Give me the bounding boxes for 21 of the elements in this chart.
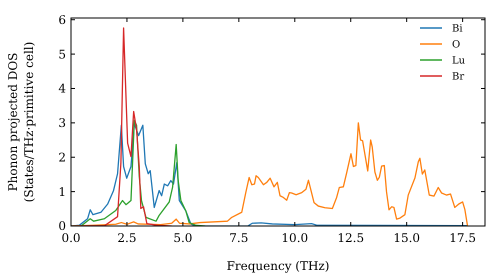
legend-label: Lu xyxy=(452,56,466,66)
x-tick-label: 5.0 xyxy=(173,231,192,245)
legend-label: O xyxy=(452,40,460,50)
y-tick-label: 6 xyxy=(58,12,66,27)
y-tick-label: 4 xyxy=(58,82,66,96)
x-tick-label: 7.5 xyxy=(229,231,248,245)
x-tick-label: 17.5 xyxy=(449,231,476,245)
y-tick-label: 0 xyxy=(58,219,66,234)
x-tick-label: 15.0 xyxy=(393,231,420,245)
x-tick-label: 12.5 xyxy=(337,231,364,245)
x-tick-label: 2.5 xyxy=(117,231,136,245)
y-tick-label: 2 xyxy=(58,150,66,164)
x-tick-label: 10.0 xyxy=(281,231,308,245)
x-tick-label: 0.0 xyxy=(61,231,81,245)
x-axis-title: Frequency (THz) xyxy=(226,259,330,273)
y-tick-label: 1 xyxy=(58,184,66,199)
y-tick-label: 3 xyxy=(58,116,66,130)
legend-label: Bi xyxy=(452,24,463,34)
legend-label: Br xyxy=(452,72,464,82)
y-axis-title: Phonon projected DOS (States/THz·primitive cell) xyxy=(6,42,36,202)
y-tick-label: 5 xyxy=(58,47,66,62)
